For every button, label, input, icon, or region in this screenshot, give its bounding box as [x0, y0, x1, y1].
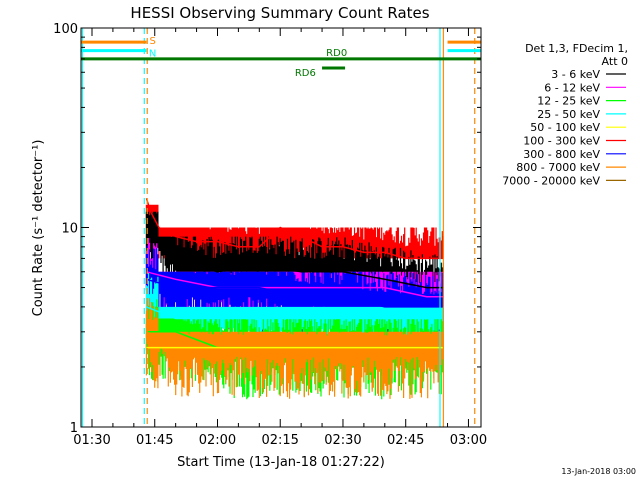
legend-label: 12 - 25 keV	[537, 95, 600, 108]
x-tick-label: 01:30	[73, 433, 110, 448]
status-bar-label: RD6	[295, 68, 316, 79]
plot-area	[81, 28, 481, 427]
legend-header: Att 0	[602, 55, 628, 68]
x-tick-label: 02:30	[324, 433, 361, 448]
y-tick-label: 1	[70, 421, 78, 436]
x-tick-label: 03:00	[450, 433, 487, 448]
x-tick-label: 02:15	[261, 433, 298, 448]
x-tick-label: 02:00	[199, 433, 236, 448]
status-bar-label: RD0	[326, 48, 347, 59]
y-tick-label: 100	[53, 22, 78, 37]
x-tick-label: 02:45	[387, 433, 424, 448]
legend-label: 100 - 300 keV	[523, 135, 600, 148]
legend-header: Det 1,3, FDecim 1,	[525, 42, 628, 55]
series-line-100-300-kev	[145, 198, 444, 260]
legend-label: 25 - 50 keV	[537, 108, 600, 121]
series-line-25-50-kev	[146, 306, 444, 320]
series-line-3-6-kev	[145, 226, 444, 289]
x-tick-label: 01:45	[136, 433, 173, 448]
y-tick-label: 10	[61, 222, 78, 237]
legend-label: 6 - 12 keV	[544, 81, 600, 94]
series-line-6-12-kev	[146, 271, 444, 298]
axes: SN RD0 RD6 01:30 01:45 02:00 02:15 02:30 02:45 03…	[53, 22, 487, 448]
legend-label: 300 - 800 keV	[523, 148, 600, 161]
status-bar-label: N	[149, 49, 156, 60]
legend-label: 50 - 100 keV	[530, 121, 600, 134]
footer-stamp: 13-Jan-2018 03:00	[561, 467, 636, 476]
legend-label: 3 - 6 keV	[551, 68, 600, 81]
legend-label: 800 - 7000 keV	[516, 161, 600, 174]
series-line-300-800-kev	[146, 278, 444, 308]
y-axis-label: Count Rate (s⁻¹ detector⁻¹)	[31, 140, 46, 317]
chart-title: HESSI Observing Summary Count Rates	[130, 4, 429, 22]
x-axis-label: Start Time (13-Jan-18 01:27:22)	[177, 455, 385, 470]
legend-label: 7000 - 20000 keV	[502, 174, 600, 187]
status-bar-label: S	[149, 36, 155, 47]
